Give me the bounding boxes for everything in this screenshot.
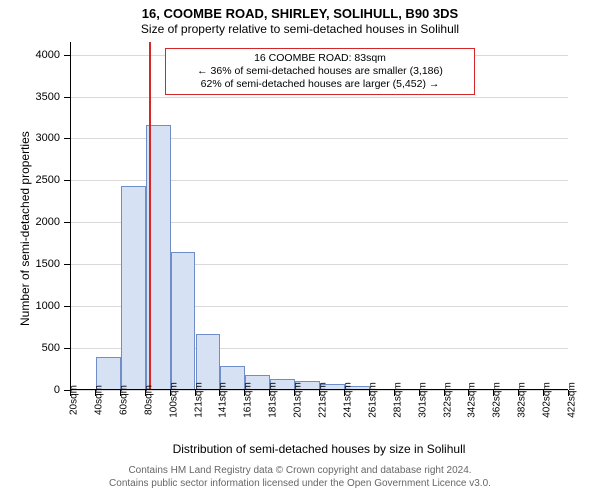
- x-tick-label: 301sqm: [417, 382, 428, 418]
- y-tick-label: 2000: [0, 216, 60, 228]
- x-tick-label: 201sqm: [293, 382, 304, 418]
- x-tick-label: 402sqm: [542, 382, 553, 418]
- y-tick: [64, 180, 70, 181]
- annotation-line-2: ← 36% of semi-detached houses are smalle…: [197, 65, 443, 77]
- chart-container: 16, COOMBE ROAD, SHIRLEY, SOLIHULL, B90 …: [0, 0, 600, 500]
- x-tick-label: 100sqm: [168, 382, 179, 418]
- y-tick-label: 1000: [0, 300, 60, 312]
- y-tick-label: 4000: [0, 49, 60, 61]
- plot-area: 16 COOMBE ROAD: 83sqm← 36% of semi-detac…: [70, 42, 568, 390]
- x-tick-label: 141sqm: [218, 382, 229, 418]
- x-tick-label: 80sqm: [143, 385, 154, 415]
- y-tick-label: 3500: [0, 91, 60, 103]
- x-tick-label: 382sqm: [517, 382, 528, 418]
- y-tick: [64, 222, 70, 223]
- x-tick-label: 221sqm: [318, 382, 329, 418]
- y-tick-label: 500: [0, 342, 60, 354]
- x-tick-label: 281sqm: [392, 382, 403, 418]
- x-tick-label: 342sqm: [467, 382, 478, 418]
- footer-line-2: Contains public sector information licen…: [109, 478, 491, 489]
- x-tick-label: 241sqm: [342, 382, 353, 418]
- histogram-bar: [196, 334, 221, 389]
- y-tick: [64, 55, 70, 56]
- x-tick-label: 322sqm: [442, 382, 453, 418]
- y-tick: [64, 306, 70, 307]
- x-tick-label: 121sqm: [193, 382, 204, 418]
- y-tick: [64, 138, 70, 139]
- y-tick-label: 2500: [0, 174, 60, 186]
- histogram-bar: [121, 186, 146, 389]
- annotation-box: 16 COOMBE ROAD: 83sqm← 36% of semi-detac…: [165, 48, 475, 95]
- x-tick-label: 40sqm: [93, 385, 104, 415]
- x-tick-label: 362sqm: [492, 382, 503, 418]
- x-axis-label: Distribution of semi-detached houses by …: [70, 442, 568, 456]
- annotation-line-1: 16 COOMBE ROAD: 83sqm: [254, 52, 386, 64]
- chart-title: 16, COOMBE ROAD, SHIRLEY, SOLIHULL, B90 …: [0, 6, 600, 21]
- x-tick-label: 60sqm: [118, 385, 129, 415]
- y-tick-label: 0: [0, 384, 60, 396]
- histogram-bar: [171, 252, 196, 389]
- y-axis-label: Number of semi-detached properties: [18, 131, 32, 326]
- x-tick-label: 422sqm: [567, 382, 578, 418]
- marker-line: [149, 42, 151, 389]
- y-tick: [64, 348, 70, 349]
- x-tick-label: 181sqm: [268, 382, 279, 418]
- y-tick: [64, 97, 70, 98]
- y-tick-label: 1500: [0, 258, 60, 270]
- gridline: [71, 97, 568, 98]
- x-tick-label: 261sqm: [367, 382, 378, 418]
- y-tick-label: 3000: [0, 132, 60, 144]
- x-tick-label: 161sqm: [243, 382, 254, 418]
- chart-footer: Contains HM Land Registry data © Crown c…: [0, 464, 600, 490]
- y-tick: [64, 264, 70, 265]
- annotation-line-3: 62% of semi-detached houses are larger (…: [201, 78, 440, 90]
- chart-subtitle: Size of property relative to semi-detach…: [0, 22, 600, 36]
- footer-line-1: Contains HM Land Registry data © Crown c…: [128, 465, 471, 476]
- x-tick-label: 20sqm: [69, 385, 80, 415]
